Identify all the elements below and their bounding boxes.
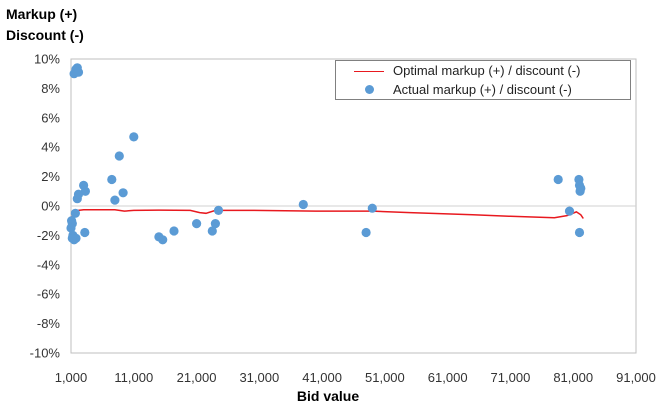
actual-markup-point [298,199,308,210]
actual-markup-point [574,227,585,238]
tick-labels: 10% 8% 6% 4% 2% 0% -2% -4% -6% -8% -10% 1,000 11,000… [30,52,656,386]
actual-markup-point [118,188,128,198]
optimal-markup-line [70,208,584,220]
actual-markup-point [576,183,586,193]
actual-markup-point [564,206,575,216]
y-tick-label: 6% [41,110,60,125]
y-tick-label: 10% [34,52,60,67]
actual-markup-point [553,174,563,185]
y-tick-label: 2% [41,169,60,184]
actual-markup-point [129,132,139,142]
actual-markup-point [80,186,90,196]
actual-markup-point [73,189,84,199]
actual-markup-point [210,219,220,229]
y-tick-label: -8% [37,316,61,331]
x-tick-label: 1,000 [55,370,88,385]
legend-label-optimal: Optimal markup (+) / discount (-) [393,63,581,78]
x-tick-label: 71,000 [491,370,531,385]
x-tick-label: 51,000 [365,370,405,385]
y-axis-title-line-1: Markup (+) [6,6,78,22]
actual-markup-point [80,227,90,238]
y-tick-label: -4% [37,257,61,272]
x-tick-label: 81,000 [553,370,593,385]
actual-points-layer [66,63,586,245]
actual-markup-point [67,216,77,226]
x-tick-label: 61,000 [428,370,468,385]
actual-markup-point [73,67,84,77]
actual-markup-point [158,235,168,245]
legend-line-swatch [354,71,384,72]
optimal-line-layer [70,208,584,220]
actual-markup-point [207,226,217,236]
actual-markup-point [114,151,124,161]
x-tick-label: 11,000 [114,370,153,385]
actual-markup-point [192,219,202,229]
y-tick-label: 0% [41,199,60,214]
x-tick-label: 91,000 [616,370,656,385]
y-axis-title-line-2: Discount (-) [6,27,84,43]
x-tick-label: 41,000 [302,370,342,385]
actual-markup-point [67,233,77,243]
actual-markup-point [70,208,80,218]
legend: Optimal markup (+) / discount (-) Actual… [335,60,631,100]
y-tick-label: -2% [37,228,61,243]
y-tick-label: 4% [41,140,60,155]
x-tick-label: 31,000 [239,370,279,385]
actual-markup-point [66,223,76,233]
actual-markup-point [169,226,179,236]
y-tick-label: -6% [37,287,61,302]
x-tick-label: 21,000 [177,370,217,385]
legend-label-actual: Actual markup (+) / discount (-) [393,82,572,97]
actual-markup-point [110,195,120,205]
legend-dot-swatch [365,85,374,94]
actual-markup-point [361,227,371,238]
y-tick-label: 8% [41,81,60,96]
actual-markup-point [213,205,224,215]
actual-markup-point [367,203,377,213]
x-axis-title: Bid value [296,388,360,404]
y-tick-label: -10% [30,346,61,361]
actual-markup-point [107,174,117,185]
